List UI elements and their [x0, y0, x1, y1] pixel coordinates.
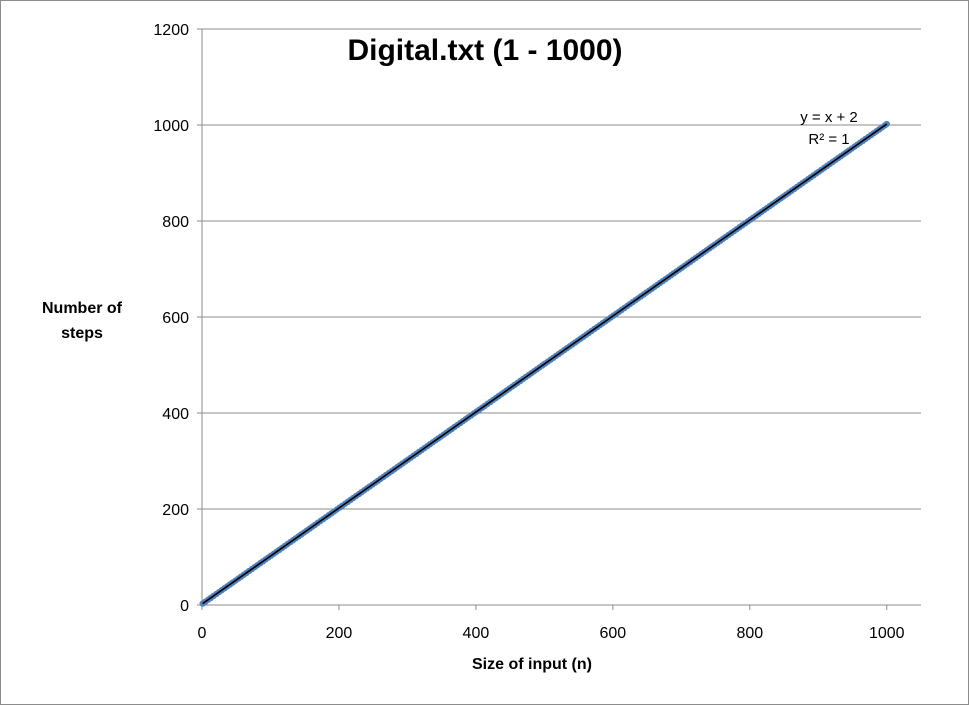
- y-tick-label-1000: 1000: [153, 118, 189, 135]
- y-tick-label-800: 800: [162, 214, 189, 231]
- trendline-r-squared: R² = 1: [808, 131, 849, 148]
- trendline: [202, 123, 888, 605]
- y-axis-title-line-1: Number of: [42, 300, 123, 317]
- x-tick-label-800: 800: [736, 625, 763, 642]
- axes: [197, 28, 921, 610]
- trendline-layer: [202, 123, 888, 605]
- x-tick-label-400: 400: [463, 625, 490, 642]
- y-axis-title-line-2: steps: [61, 325, 103, 342]
- y-tick-label-1200: 1200: [153, 22, 189, 39]
- y-tick-label-400: 400: [162, 406, 189, 423]
- tick-labels: 0 200 400 600 800 1000 1200 0 200 400 600 800 1000: [153, 22, 904, 642]
- y-tick-label-200: 200: [162, 502, 189, 519]
- y-tick-label-600: 600: [162, 310, 189, 327]
- trendline-equation: y = x + 2: [800, 109, 858, 126]
- chart-title: Digital.txt (1 - 1000): [347, 34, 622, 67]
- gridlines: [202, 28, 921, 510]
- x-tick-label-200: 200: [326, 625, 353, 642]
- x-tick-label-1000: 1000: [869, 625, 905, 642]
- x-tick-label-0: 0: [198, 625, 207, 642]
- x-tick-label-600: 600: [600, 625, 627, 642]
- x-axis-title: Size of input (n): [472, 656, 592, 673]
- y-tick-label-0: 0: [180, 598, 189, 615]
